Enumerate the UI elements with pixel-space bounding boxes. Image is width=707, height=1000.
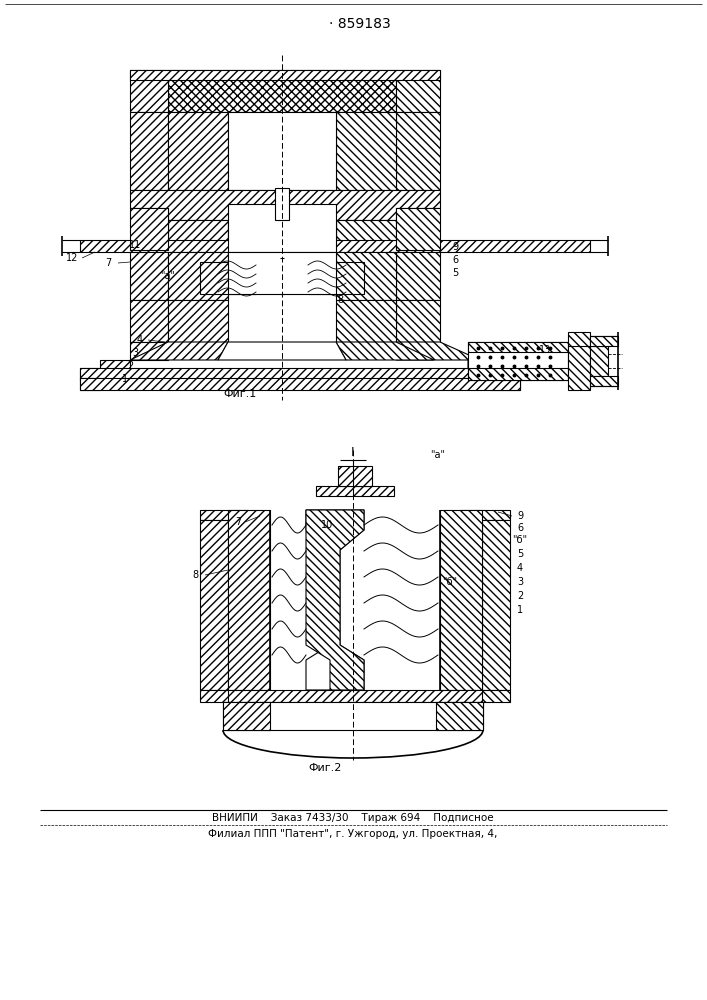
Polygon shape — [436, 702, 483, 730]
Polygon shape — [306, 510, 364, 690]
Text: 4: 4 — [137, 335, 143, 345]
Polygon shape — [308, 258, 328, 294]
Text: 8: 8 — [337, 295, 343, 305]
Polygon shape — [568, 332, 590, 390]
Polygon shape — [168, 300, 228, 342]
Polygon shape — [256, 258, 280, 294]
Polygon shape — [200, 520, 228, 690]
Polygon shape — [200, 690, 248, 702]
Polygon shape — [130, 112, 168, 190]
Text: "а": "а" — [160, 271, 175, 281]
Polygon shape — [336, 112, 396, 190]
Polygon shape — [336, 220, 396, 250]
Polygon shape — [306, 510, 364, 690]
Polygon shape — [336, 252, 396, 300]
Text: 6: 6 — [452, 255, 458, 265]
Text: "б": "б" — [443, 577, 457, 587]
Polygon shape — [130, 342, 228, 360]
Polygon shape — [328, 262, 364, 294]
Text: 11: 11 — [129, 240, 141, 250]
Polygon shape — [396, 112, 440, 190]
Polygon shape — [396, 300, 440, 342]
Text: Фиг.1: Фиг.1 — [223, 389, 257, 399]
Polygon shape — [80, 342, 168, 378]
Polygon shape — [228, 204, 336, 252]
Polygon shape — [468, 342, 568, 352]
Text: 1: 1 — [122, 374, 128, 384]
Polygon shape — [316, 486, 394, 496]
Polygon shape — [460, 690, 510, 702]
Polygon shape — [228, 112, 336, 190]
Polygon shape — [200, 262, 236, 294]
Polygon shape — [218, 342, 346, 360]
Text: 1: 1 — [517, 605, 523, 615]
Polygon shape — [396, 70, 440, 112]
Polygon shape — [80, 378, 100, 390]
Text: 13: 13 — [539, 345, 551, 355]
Text: "а": "а" — [431, 450, 445, 460]
Polygon shape — [228, 220, 336, 250]
Text: "б": "б" — [513, 535, 527, 545]
Polygon shape — [228, 252, 336, 294]
Polygon shape — [336, 300, 396, 342]
Text: 9: 9 — [517, 511, 523, 521]
Polygon shape — [275, 188, 289, 220]
Polygon shape — [130, 70, 440, 80]
Polygon shape — [228, 510, 270, 690]
Text: 5: 5 — [452, 268, 458, 278]
Text: 2: 2 — [127, 361, 133, 371]
Polygon shape — [223, 702, 483, 730]
Polygon shape — [590, 346, 608, 376]
Polygon shape — [336, 342, 434, 360]
Polygon shape — [440, 510, 482, 690]
Polygon shape — [396, 342, 520, 378]
Text: 5: 5 — [517, 549, 523, 559]
Text: Фиг.2: Фиг.2 — [308, 763, 341, 773]
Polygon shape — [168, 112, 228, 190]
Polygon shape — [396, 208, 440, 250]
Polygon shape — [590, 336, 618, 346]
Text: 7: 7 — [235, 517, 241, 527]
Text: 12: 12 — [66, 253, 78, 263]
Text: 8: 8 — [192, 570, 198, 580]
Text: 2: 2 — [517, 591, 523, 601]
Polygon shape — [460, 510, 510, 520]
Polygon shape — [168, 252, 228, 300]
Polygon shape — [130, 70, 168, 112]
Text: 6: 6 — [517, 523, 523, 533]
Polygon shape — [80, 368, 520, 380]
Polygon shape — [130, 208, 168, 250]
Polygon shape — [130, 252, 168, 300]
Polygon shape — [130, 300, 168, 342]
Polygon shape — [284, 258, 308, 294]
Text: · 859183: · 859183 — [329, 17, 391, 31]
Polygon shape — [468, 368, 568, 380]
Text: I: I — [351, 446, 355, 458]
Polygon shape — [223, 702, 270, 730]
Text: 3: 3 — [517, 577, 523, 587]
Polygon shape — [490, 378, 520, 390]
Polygon shape — [338, 466, 372, 486]
Polygon shape — [130, 190, 440, 220]
Text: Филиал ППП "Патент", г. Ужгород, ул. Проектная, 4,: Филиал ППП "Патент", г. Ужгород, ул. Про… — [209, 829, 498, 839]
Text: 7: 7 — [105, 258, 111, 268]
Polygon shape — [468, 342, 568, 380]
Text: 9: 9 — [452, 242, 458, 252]
Text: 3: 3 — [132, 348, 138, 358]
Text: 4: 4 — [517, 563, 523, 573]
Polygon shape — [396, 252, 440, 300]
Polygon shape — [168, 70, 396, 112]
Polygon shape — [168, 220, 228, 250]
Polygon shape — [482, 520, 510, 690]
Text: 10: 10 — [321, 520, 333, 530]
Polygon shape — [200, 510, 248, 520]
Text: ВНИИПИ    Заказ 7433/30    Тираж 694    Подписное: ВНИИПИ Заказ 7433/30 Тираж 694 Подписное — [212, 813, 493, 823]
Polygon shape — [236, 258, 256, 294]
Polygon shape — [80, 378, 520, 390]
Polygon shape — [590, 376, 618, 386]
Polygon shape — [228, 690, 482, 702]
Polygon shape — [80, 240, 590, 252]
